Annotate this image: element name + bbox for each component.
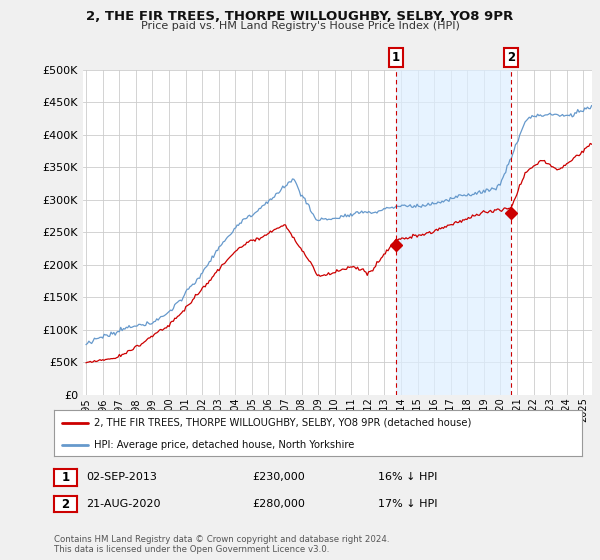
Text: £230,000: £230,000 [252, 472, 305, 482]
Bar [395, 70, 511, 395]
Text: 1: 1 [391, 52, 400, 64]
Text: 02-SEP-2013: 02-SEP-2013 [86, 472, 157, 482]
Text: HPI: Average price, detached house, North Yorkshire: HPI: Average price, detached house, Nort… [94, 440, 354, 450]
Text: 17% ↓ HPI: 17% ↓ HPI [378, 499, 437, 509]
Text: 21-AUG-2020: 21-AUG-2020 [86, 499, 160, 509]
Text: Price paid vs. HM Land Registry's House Price Index (HPI): Price paid vs. HM Land Registry's House … [140, 21, 460, 31]
Text: Contains HM Land Registry data © Crown copyright and database right 2024.
This d: Contains HM Land Registry data © Crown c… [54, 535, 389, 554]
Text: 2: 2 [507, 52, 515, 64]
Text: 2, THE FIR TREES, THORPE WILLOUGHBY, SELBY, YO8 9PR (detached house): 2, THE FIR TREES, THORPE WILLOUGHBY, SEL… [94, 418, 471, 428]
Text: £280,000: £280,000 [252, 499, 305, 509]
Text: 2: 2 [61, 497, 70, 511]
Text: 1: 1 [61, 470, 70, 484]
Text: 2, THE FIR TREES, THORPE WILLOUGHBY, SELBY, YO8 9PR: 2, THE FIR TREES, THORPE WILLOUGHBY, SEL… [86, 10, 514, 23]
Text: 16% ↓ HPI: 16% ↓ HPI [378, 472, 437, 482]
